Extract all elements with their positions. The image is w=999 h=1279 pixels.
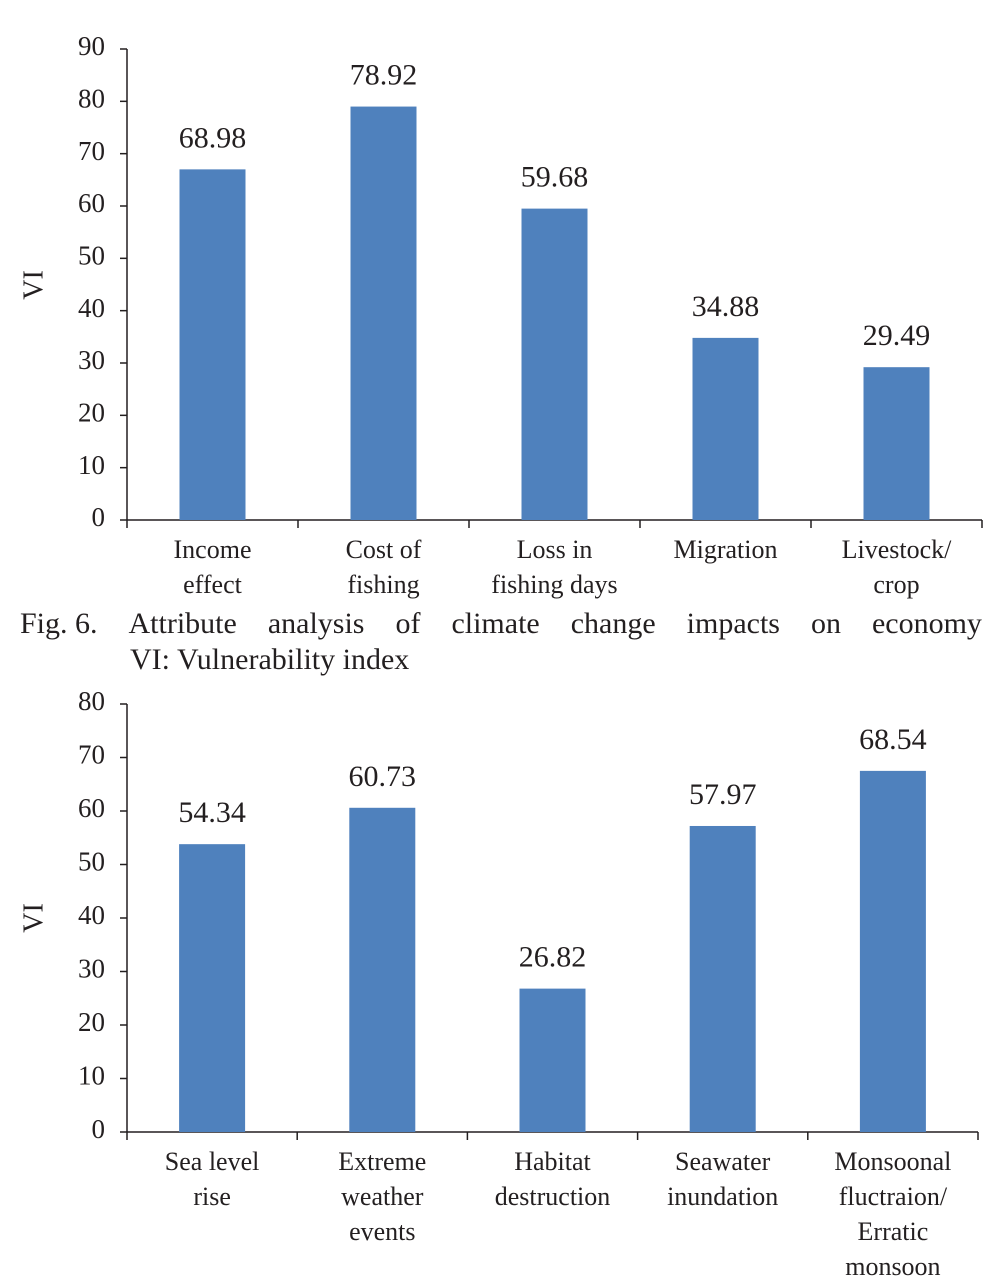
y-tick-label: 0 [92, 502, 106, 532]
bar [521, 208, 588, 520]
x-category-label-line: inundation [667, 1182, 778, 1211]
x-category-label: Loss in fishing days [491, 535, 617, 599]
x-category-label: Monsoonal fluctraion/Erratic monsoon [834, 1147, 951, 1279]
x-category-label-line: Migration [674, 535, 778, 564]
y-axis-label: VI [18, 270, 49, 300]
x-category-label-line: fishing [347, 570, 419, 599]
x-category-label-line: weather [341, 1182, 424, 1211]
data-label: 59.68 [521, 161, 589, 194]
y-tick-label: 20 [78, 398, 105, 428]
caption-word: impacts [686, 607, 780, 640]
x-category-label-line: destruction [495, 1182, 611, 1211]
y-tick-label: 0 [92, 1114, 106, 1144]
figure-caption: Fig. 6. Attribute analysis of climate change i… [20, 606, 982, 678]
x-category-label-line: Income [174, 535, 252, 564]
x-category-label-line: effect [183, 570, 242, 599]
caption-word: climate [451, 607, 540, 640]
x-category-label-line: Seawater [675, 1147, 771, 1176]
bar-chart-1: VI 0 10 20 30 40 50 60 70 80 90 68.98 Income effect 78… [18, 31, 983, 599]
x-category-label-line: Monsoonal [834, 1147, 951, 1176]
x-category-label-line: monsoon [845, 1252, 940, 1279]
bar [863, 367, 930, 520]
y-tick-label: 30 [78, 345, 105, 375]
x-category-label: Seawater inundation [667, 1147, 778, 1211]
caption-word: Attribute [128, 607, 237, 640]
caption-word: Fig. 6. [20, 607, 98, 640]
y-tick-label: 60 [78, 793, 105, 823]
x-category-label-line: Livestock/ [842, 535, 953, 564]
y-tick-label: 70 [78, 136, 105, 166]
y-tick-label: 10 [78, 450, 105, 480]
y-tick-label: 90 [78, 31, 105, 61]
x-category-label-line: Erratic [858, 1217, 929, 1246]
data-label: 68.54 [859, 723, 927, 756]
data-label: 68.98 [179, 121, 247, 154]
x-category-label-line: crop [873, 570, 919, 599]
data-label: 78.92 [350, 59, 418, 92]
data-label: 26.82 [519, 941, 587, 974]
bar [519, 988, 586, 1132]
bar [859, 770, 926, 1132]
caption-word: change [570, 607, 656, 640]
y-tick-label: 80 [78, 84, 105, 114]
x-category-label: Sea level rise [165, 1147, 260, 1211]
data-label: 34.88 [692, 290, 760, 323]
bar [689, 825, 756, 1132]
x-category-label-line: Sea level [165, 1147, 260, 1176]
y-tick-label: 60 [78, 188, 105, 218]
y-tick-label: 20 [78, 1007, 105, 1037]
data-label: 57.97 [689, 778, 757, 811]
bar [350, 106, 417, 521]
x-category-label-line: Habitat [514, 1147, 591, 1176]
x-category-label-line: events [349, 1217, 415, 1246]
y-tick-label: 80 [78, 686, 105, 716]
y-axis-label: VI [18, 903, 49, 933]
x-category-label: Extreme weather events [338, 1147, 426, 1246]
data-label: 54.34 [178, 796, 246, 829]
x-category-label: Habitat destruction [495, 1147, 611, 1211]
x-category-label-line: Extreme [338, 1147, 426, 1176]
bar-chart-2: VI 0 10 20 30 40 50 60 70 80 54.34 Sea level rise 60.… [18, 686, 979, 1279]
bar [692, 337, 759, 520]
x-category-label: Migration [674, 535, 778, 564]
y-tick-label: 30 [78, 954, 105, 984]
bar [179, 844, 246, 1132]
y-tick-label: 70 [78, 740, 105, 770]
x-category-label-line: rise [193, 1182, 231, 1211]
caption-word: of [395, 607, 421, 640]
caption-line-2: VI: Vulnerability index [130, 643, 410, 676]
caption-word: economy [871, 607, 982, 640]
x-category-label: Income effect [174, 535, 252, 599]
caption-word: analysis [267, 607, 365, 640]
y-tick-label: 50 [78, 241, 105, 271]
x-category-label-line: Loss in [517, 535, 593, 564]
x-category-label: Livestock/crop [842, 535, 953, 599]
y-tick-label: 40 [78, 900, 105, 930]
y-tick-label: 40 [78, 293, 105, 323]
x-category-label-line: Cost of [346, 535, 422, 564]
caption-line-1: Fig. 6. Attribute analysis of climate change i… [20, 606, 982, 642]
data-label: 60.73 [349, 760, 417, 793]
caption-word: on [810, 607, 841, 640]
x-category-label-line: fluctraion/ [839, 1182, 948, 1211]
bar [179, 169, 246, 520]
y-tick-label: 50 [78, 847, 105, 877]
y-tick-label: 10 [78, 1061, 105, 1091]
x-category-label-line: fishing days [491, 570, 617, 599]
bar [349, 807, 416, 1132]
data-label: 29.49 [863, 319, 931, 352]
x-category-label: Cost of fishing [346, 535, 422, 599]
